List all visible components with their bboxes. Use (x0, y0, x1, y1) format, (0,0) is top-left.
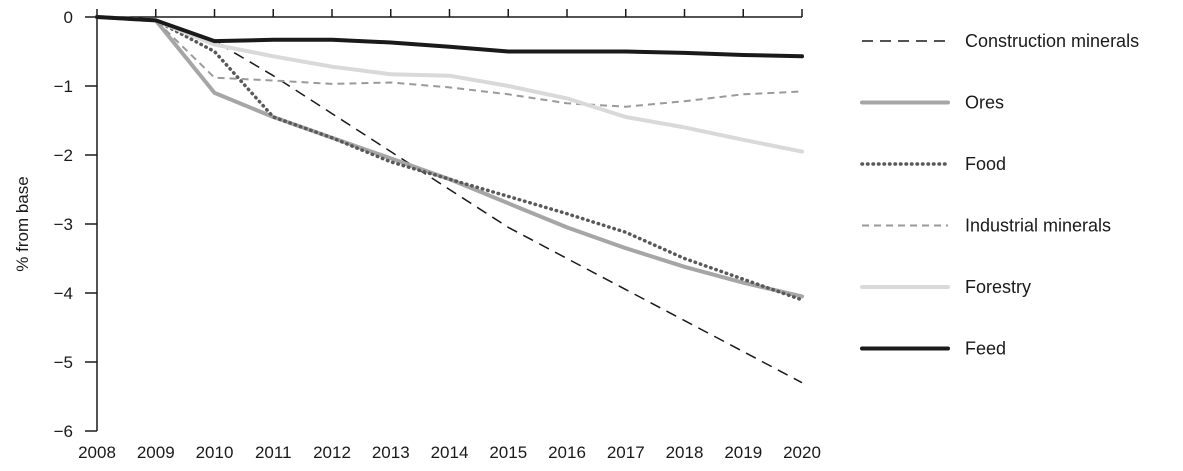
series-line-food (97, 17, 802, 300)
series-line-ores (97, 17, 802, 296)
y-tick-label: −1 (54, 77, 73, 96)
legend-label: Feed (965, 339, 1006, 359)
x-tick-label: 2011 (255, 443, 292, 462)
x-tick-label: 2020 (783, 443, 821, 462)
y-tick-label: 0 (64, 8, 73, 27)
x-tick-label: 2018 (666, 443, 704, 462)
series-line-feed (97, 17, 802, 56)
x-tick-label: 2010 (196, 443, 234, 462)
legend-label: Industrial minerals (965, 216, 1111, 236)
legend-label: Forestry (965, 277, 1031, 297)
x-tick-label: 2019 (724, 443, 762, 462)
y-tick-label: −6 (54, 422, 73, 441)
legend-item-construction-minerals: Construction minerals (862, 31, 1139, 51)
legend-item-feed: Feed (862, 339, 1006, 359)
y-tick-label: −2 (54, 146, 73, 165)
x-tick-label: 2013 (372, 443, 410, 462)
y-tick-label: −4 (54, 284, 73, 303)
y-tick-label: −3 (54, 215, 73, 234)
x-tick-label: 2015 (489, 443, 527, 462)
legend-label: Food (965, 154, 1006, 174)
y-tick-label: −5 (54, 353, 73, 372)
legend-item-ores: Ores (862, 93, 1004, 113)
x-tick-label: 2017 (607, 443, 645, 462)
y-axis-title: % from base (13, 176, 32, 271)
series-lines (97, 17, 802, 383)
legend-item-industrial-minerals: Industrial minerals (862, 216, 1111, 236)
series-line-construction-minerals (97, 17, 802, 383)
x-tick-label: 2014 (431, 443, 469, 462)
legend-item-forestry: Forestry (862, 277, 1031, 297)
series-line-industrial-minerals (97, 17, 802, 107)
x-tick-label: 2009 (137, 443, 175, 462)
x-tick-label: 2012 (313, 443, 351, 462)
legend-label: Construction minerals (965, 31, 1139, 51)
x-tick-label: 2008 (78, 443, 116, 462)
legend-label: Ores (965, 93, 1004, 113)
x-tick-label: 2016 (548, 443, 586, 462)
legend-item-food: Food (862, 154, 1006, 174)
legend: Construction minerals Ores Food Industrial … (862, 31, 1139, 359)
